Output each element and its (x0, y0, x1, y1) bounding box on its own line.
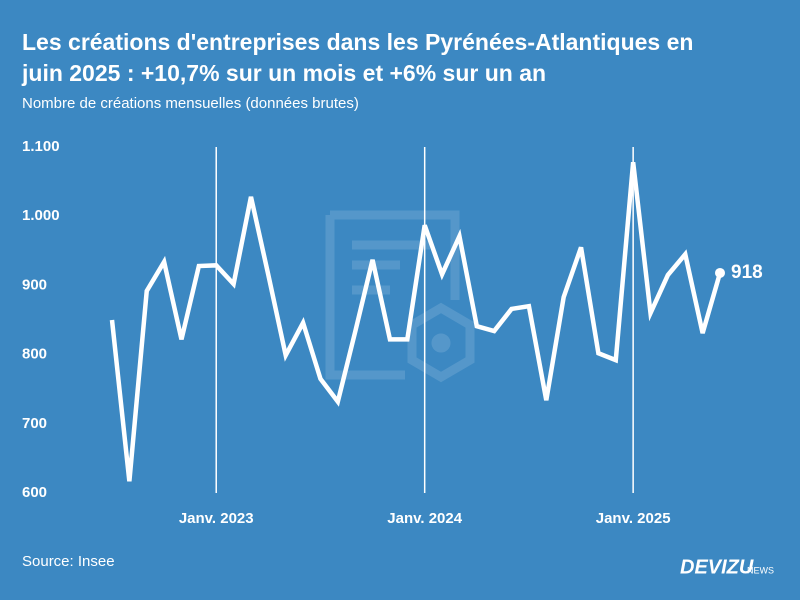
chart-subtitle: Nombre de créations mensuelles (données … (22, 95, 359, 112)
y-tick-label: 600 (22, 484, 47, 501)
y-tick-label: 1.000 (22, 207, 60, 224)
x-tick-label: Janv. 2025 (596, 510, 671, 527)
brand-suffix: NEWS (747, 565, 774, 575)
source: Source: Insee (22, 553, 115, 570)
y-tick-label: 900 (22, 276, 47, 293)
chart-title: Les créations d'entreprises dans les Pyr… (22, 29, 693, 55)
brand: DEVIZU (680, 556, 754, 578)
watermark (325, 210, 475, 383)
y-tick-label: 1.100 (22, 138, 60, 155)
x-tick-label: Janv. 2023 (179, 510, 254, 527)
data-label: 918 (731, 262, 763, 283)
y-tick-label: 700 (22, 415, 47, 432)
line (109, 161, 723, 482)
chart-title: juin 2025 : +10,7% sur un mois et +6% su… (21, 60, 546, 86)
x-tick-label: Janv. 2024 (387, 510, 462, 527)
end-point (715, 267, 725, 278)
y-tick-label: 800 (22, 346, 47, 363)
